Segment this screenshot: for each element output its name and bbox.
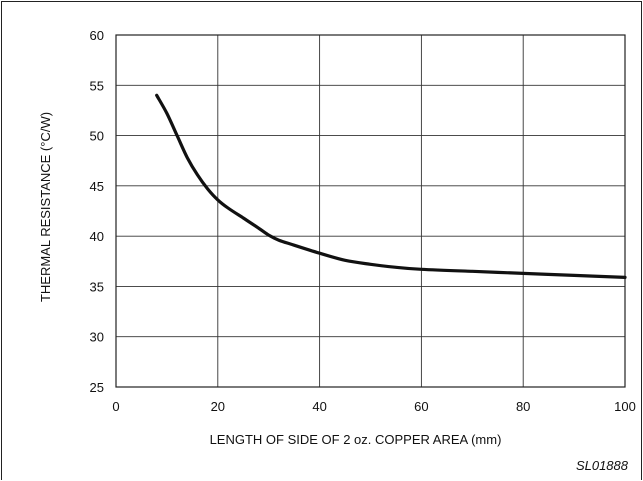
grid [116, 35, 625, 387]
y-tick-label: 55 [90, 78, 104, 93]
y-tick-label: 45 [90, 179, 104, 194]
y-tick-label: 30 [90, 330, 104, 345]
x-tick-label: 40 [312, 399, 326, 414]
x-axis-title: LENGTH OF SIDE OF 2 oz. COPPER AREA (mm) [210, 432, 502, 447]
y-tick-label: 35 [90, 279, 104, 294]
x-tick-label: 60 [414, 399, 428, 414]
x-tick-label: 20 [211, 399, 225, 414]
figure-code: SL01888 [576, 458, 629, 473]
series-line [155, 93, 627, 279]
y-tick-label: 25 [90, 380, 104, 395]
x-tick-label: 100 [614, 399, 636, 414]
axis-ticks: 0 20 40 60 80 100 25 30 35 40 45 50 55 60 [90, 28, 636, 414]
plot-area [115, 34, 626, 388]
y-tick-label: 50 [90, 129, 104, 144]
x-tick-label: 80 [516, 399, 530, 414]
y-axis-title: THERMAL RESISTANCE (°C/W) [38, 112, 53, 302]
y-tick-label: 60 [90, 28, 104, 43]
x-tick-label: 0 [112, 399, 119, 414]
y-tick-label: 40 [90, 229, 104, 244]
